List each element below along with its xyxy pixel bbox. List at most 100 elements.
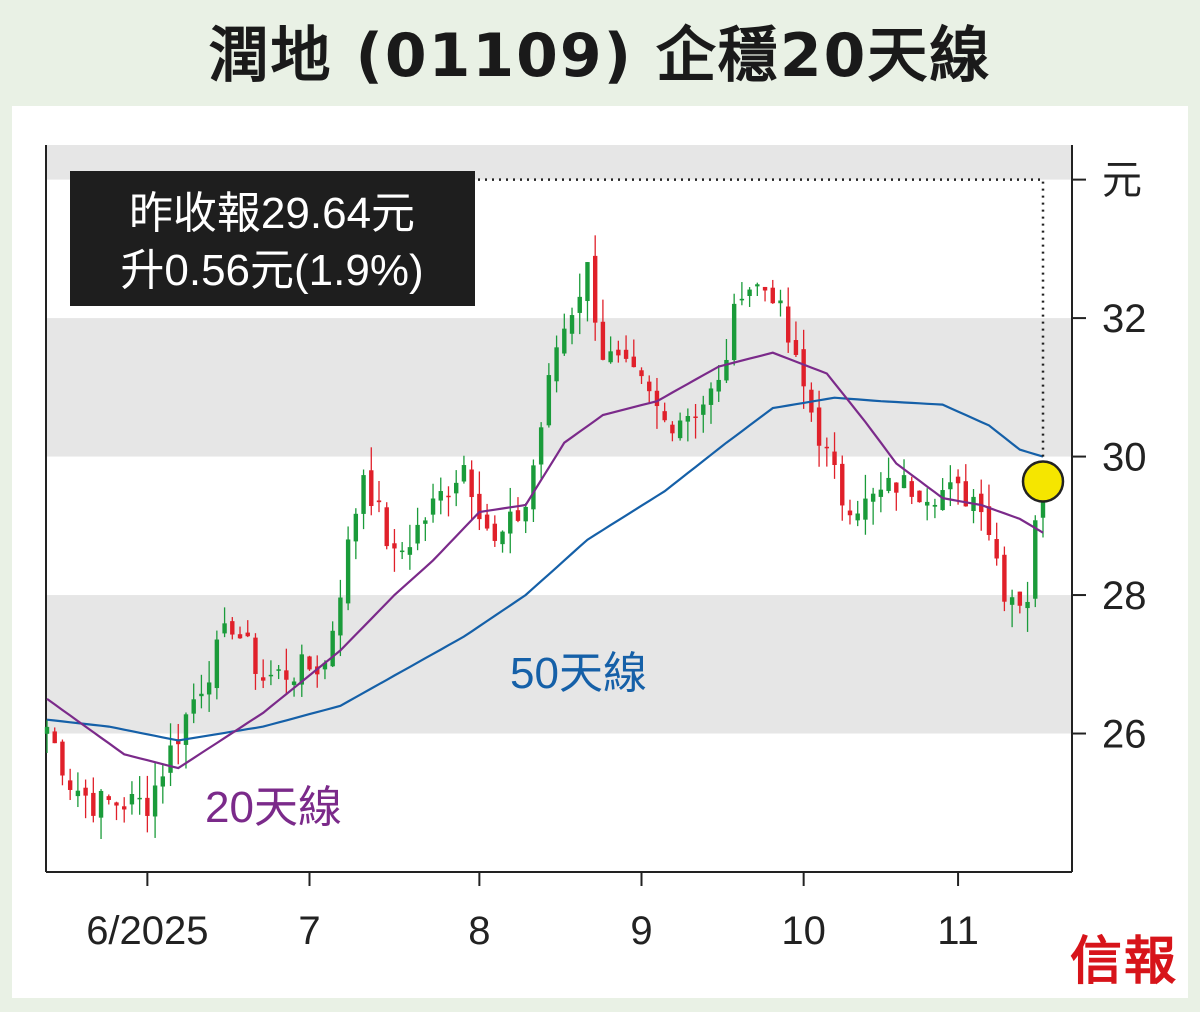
candle-body bbox=[608, 351, 613, 363]
candle-body bbox=[747, 289, 752, 296]
candle-body bbox=[430, 498, 436, 515]
candle-body bbox=[361, 475, 366, 514]
candle-body bbox=[870, 493, 876, 502]
candle-body bbox=[477, 493, 482, 520]
candle-body bbox=[546, 375, 552, 426]
candle-body bbox=[670, 424, 675, 434]
candle-body bbox=[461, 465, 467, 482]
candle-body bbox=[755, 284, 760, 287]
candle-body bbox=[160, 776, 166, 787]
candle-body bbox=[693, 416, 698, 419]
candle-body bbox=[816, 407, 822, 446]
candle-body bbox=[662, 411, 667, 421]
candle-body bbox=[183, 714, 189, 745]
candle-body bbox=[731, 303, 737, 361]
candle-body bbox=[963, 481, 968, 507]
y-ticks: 元 32 30 28 26 bbox=[1072, 159, 1147, 757]
candle-body bbox=[538, 427, 544, 465]
candle-body bbox=[832, 451, 837, 465]
candle-body bbox=[322, 662, 328, 670]
x-ticks: 6/2025 7 8 9 10 11 bbox=[86, 872, 979, 953]
candle-body bbox=[739, 298, 745, 301]
candle-body bbox=[955, 476, 961, 484]
candle-body bbox=[979, 493, 984, 513]
candle-body bbox=[384, 507, 389, 547]
candlesticks bbox=[44, 235, 1046, 839]
candle-body bbox=[878, 489, 884, 497]
ma50-line bbox=[46, 396, 1044, 742]
candle-body bbox=[75, 790, 81, 797]
candle-body bbox=[515, 510, 521, 521]
candle-body bbox=[554, 347, 559, 382]
candle-body bbox=[152, 785, 158, 817]
candle-body bbox=[716, 379, 721, 392]
y-tick-label: 26 bbox=[1102, 713, 1147, 757]
candle-body bbox=[701, 404, 706, 415]
candle-body bbox=[199, 693, 204, 697]
candle-body bbox=[98, 790, 104, 818]
x-tick-label: 10 bbox=[781, 909, 826, 953]
candle-body bbox=[245, 632, 250, 637]
candle-body bbox=[415, 524, 420, 544]
candle-body bbox=[191, 699, 196, 714]
candle-body bbox=[1002, 554, 1007, 602]
candle-body bbox=[1025, 601, 1030, 609]
candle-body bbox=[531, 465, 536, 510]
brand-logo: 信報 bbox=[1069, 931, 1178, 992]
x-tick-label: 8 bbox=[468, 909, 490, 953]
candle-body bbox=[940, 490, 945, 511]
candle-body bbox=[438, 491, 443, 501]
candle-body bbox=[770, 287, 775, 304]
candle-body bbox=[724, 359, 729, 381]
info-line-1: 昨收報29.64元 bbox=[129, 189, 415, 238]
candle-body bbox=[1017, 591, 1023, 606]
candle-body bbox=[268, 674, 274, 677]
candle-body bbox=[376, 500, 382, 503]
candle-body bbox=[924, 501, 930, 506]
candle-body bbox=[168, 745, 173, 773]
candle-body bbox=[847, 510, 853, 516]
candle-body bbox=[60, 741, 65, 776]
candle-body bbox=[353, 513, 359, 542]
candle-body bbox=[237, 634, 243, 639]
candle-body bbox=[508, 511, 513, 534]
y-tick-label: 32 bbox=[1102, 297, 1147, 341]
candle-body bbox=[83, 787, 88, 796]
x-tick-label: 9 bbox=[630, 909, 652, 953]
candle-body bbox=[392, 543, 397, 549]
candle-body bbox=[330, 630, 335, 667]
candle-body bbox=[91, 792, 96, 816]
band-1 bbox=[46, 318, 1072, 457]
candle-body bbox=[206, 682, 212, 695]
candle-body bbox=[894, 482, 899, 493]
candle-body bbox=[886, 477, 891, 491]
candle-body bbox=[994, 539, 999, 559]
candle-body bbox=[345, 539, 351, 604]
candle-body bbox=[901, 475, 907, 489]
candle-body bbox=[129, 793, 135, 805]
candle-body bbox=[423, 520, 428, 524]
candle-body bbox=[222, 623, 227, 634]
candle-body bbox=[214, 639, 220, 689]
candle-body bbox=[299, 654, 304, 685]
candle-body bbox=[616, 349, 621, 356]
candle-body bbox=[1033, 520, 1038, 599]
candle-body bbox=[863, 498, 868, 520]
x-tick-label: 11 bbox=[937, 909, 979, 953]
y-tick-label: 28 bbox=[1102, 574, 1147, 618]
candle-body bbox=[253, 637, 258, 674]
candle-body bbox=[145, 797, 150, 816]
candle-body bbox=[122, 806, 127, 810]
candle-body bbox=[230, 621, 235, 635]
candle-body bbox=[592, 255, 598, 323]
candle-body bbox=[500, 531, 505, 545]
candle-body bbox=[407, 547, 413, 555]
candle-body bbox=[909, 481, 914, 497]
candle-body bbox=[52, 731, 57, 744]
y-tick-label: 30 bbox=[1102, 436, 1147, 480]
info-line-2: 升0.56元(1.9%) bbox=[120, 246, 423, 295]
candle-body bbox=[369, 470, 374, 507]
candle-body bbox=[291, 681, 297, 685]
candle-body bbox=[932, 504, 938, 507]
candle-body bbox=[284, 670, 289, 680]
